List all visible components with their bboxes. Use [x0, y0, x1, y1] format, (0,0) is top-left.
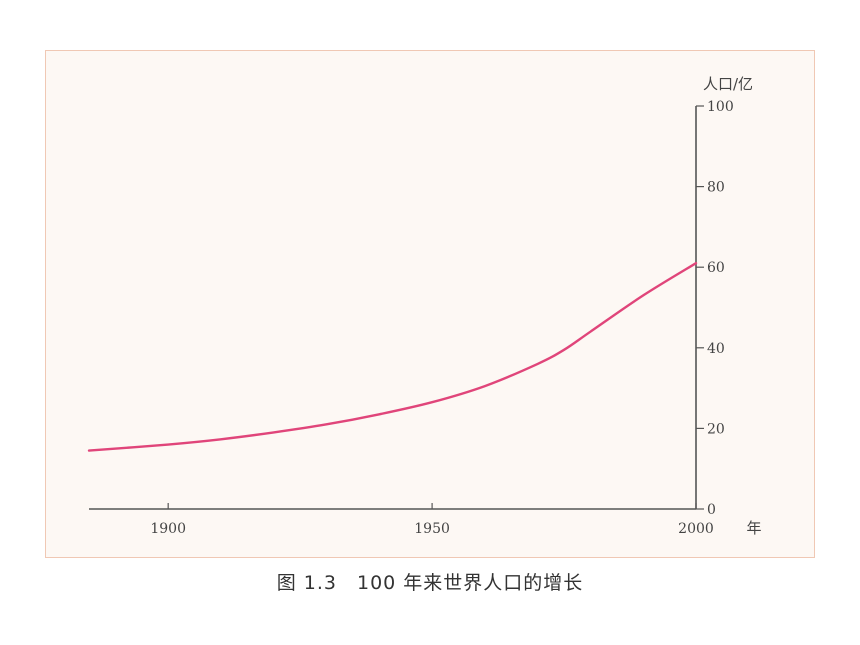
y-tick-label-40: 40 [707, 341, 725, 357]
ticks: 1900 1950 2000 0 20 40 60 80 100 [150, 99, 733, 537]
x-tick-label-2000: 2000 [678, 521, 714, 537]
y-axis-label: 人口/亿 [703, 75, 753, 93]
x-tick-label-1950: 1950 [414, 521, 450, 537]
x-tick-label-1900: 1900 [150, 521, 186, 537]
figure-caption: 图 1.3 100 年来世界人口的增长 [276, 572, 584, 594]
figure-panel: 1900 1950 2000 0 20 40 60 80 100 人口/亿 年 [45, 50, 815, 558]
y-tick-label-60: 60 [707, 260, 725, 276]
y-tick-label-20: 20 [707, 421, 725, 437]
population-line-chart: 1900 1950 2000 0 20 40 60 80 100 人口/亿 年 [87, 75, 762, 537]
y-tick-label-0: 0 [707, 502, 716, 518]
y-tick-label-100: 100 [707, 99, 734, 115]
series-line-0 [87, 261, 698, 452]
data-lines [87, 261, 698, 452]
y-tick-label-80: 80 [707, 180, 725, 196]
axes [89, 106, 697, 510]
x-axis-label: 年 [746, 519, 761, 537]
